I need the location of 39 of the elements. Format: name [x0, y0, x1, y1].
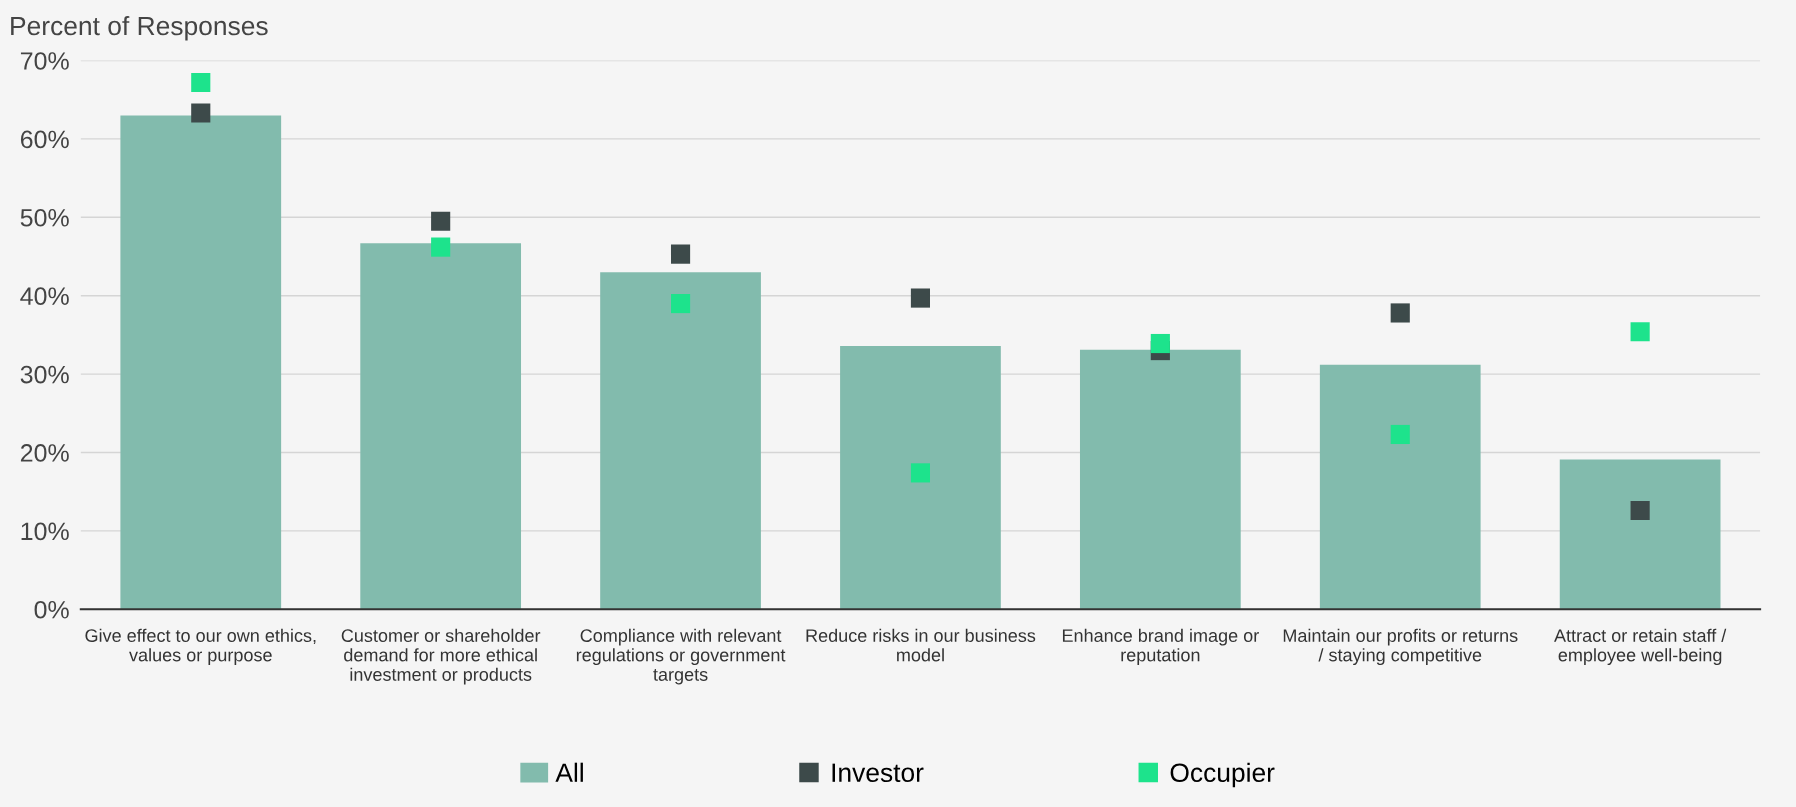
y-tick-label: 30%	[20, 365, 69, 384]
point	[1390, 303, 1410, 323]
x-tick-label: Attract or retain staff / employee well-being	[1554, 628, 1727, 666]
x-tick-label: Maintain our profits or returns / staying competitive	[1283, 628, 1518, 666]
y-tick-label: 0%	[34, 600, 69, 619]
point	[1630, 322, 1650, 342]
point	[910, 288, 931, 308]
y-tick-label: 60%	[20, 130, 69, 149]
point	[670, 244, 691, 264]
legend-label: All	[555, 762, 583, 782]
legend-label: Occupier	[1170, 762, 1275, 788]
bar	[1079, 349, 1241, 610]
x-tick-label: Compliance with relevant regulations or government targets	[576, 628, 786, 685]
y-tick-label: 70%	[20, 52, 69, 70]
bar	[360, 243, 522, 610]
point	[431, 211, 451, 231]
point	[1630, 500, 1650, 521]
point	[1150, 333, 1170, 354]
point	[191, 103, 211, 123]
y-tick-label: 10%	[21, 522, 69, 541]
point	[670, 293, 691, 314]
point	[1390, 424, 1410, 445]
bar	[1559, 459, 1721, 610]
bar	[840, 345, 1001, 610]
x-tick-label: Customer or shareholder demand for more ethical investment or products	[341, 628, 541, 685]
point	[191, 72, 211, 93]
point	[431, 237, 451, 257]
bar	[1319, 364, 1481, 610]
bar	[120, 115, 282, 610]
x-tick-label: Give effect to our own ethics, values or purpose	[85, 628, 316, 666]
y-axis-title: Percent of Responses	[11, 15, 268, 41]
point	[910, 463, 931, 483]
legend-label: Investor	[832, 763, 924, 783]
y-tick-label: 40%	[20, 287, 69, 306]
x-tick-label: Enhance brand image or reputation	[1062, 628, 1259, 666]
bar	[600, 272, 761, 610]
y-tick-label: 50%	[20, 208, 69, 227]
x-tick-label: Reduce risks in our business model	[806, 628, 1036, 662]
y-tick-label: 20%	[20, 444, 69, 462]
